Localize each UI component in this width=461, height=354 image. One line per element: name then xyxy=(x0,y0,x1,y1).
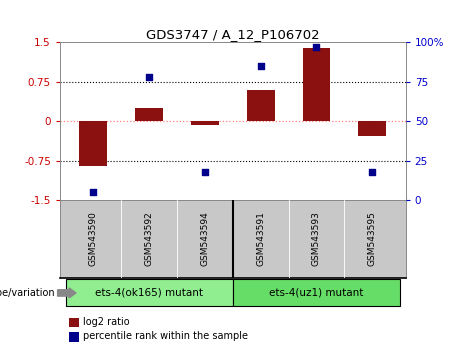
Bar xyxy=(65,279,233,307)
Text: GSM543594: GSM543594 xyxy=(201,212,209,266)
Point xyxy=(257,63,264,69)
Text: GSM543591: GSM543591 xyxy=(256,211,265,267)
Bar xyxy=(79,121,107,166)
Text: GSM543593: GSM543593 xyxy=(312,211,321,267)
Point xyxy=(146,74,153,80)
Point xyxy=(313,44,320,50)
Bar xyxy=(135,108,163,121)
Text: log2 ratio: log2 ratio xyxy=(83,317,130,327)
Text: ets-4(uz1) mutant: ets-4(uz1) mutant xyxy=(269,288,364,298)
Bar xyxy=(358,121,386,136)
Text: GSM543590: GSM543590 xyxy=(89,211,98,267)
Point xyxy=(368,169,376,175)
Bar xyxy=(233,279,400,307)
Point xyxy=(201,169,209,175)
Bar xyxy=(247,90,275,121)
Bar xyxy=(191,121,219,125)
Point xyxy=(90,189,97,195)
Text: percentile rank within the sample: percentile rank within the sample xyxy=(83,331,248,341)
Title: GDS3747 / A_12_P106702: GDS3747 / A_12_P106702 xyxy=(146,28,319,41)
Bar xyxy=(302,48,331,121)
Text: genotype/variation: genotype/variation xyxy=(0,288,55,298)
Text: GSM543592: GSM543592 xyxy=(145,212,154,266)
Text: ets-4(ok165) mutant: ets-4(ok165) mutant xyxy=(95,288,203,298)
Text: GSM543595: GSM543595 xyxy=(368,211,377,267)
